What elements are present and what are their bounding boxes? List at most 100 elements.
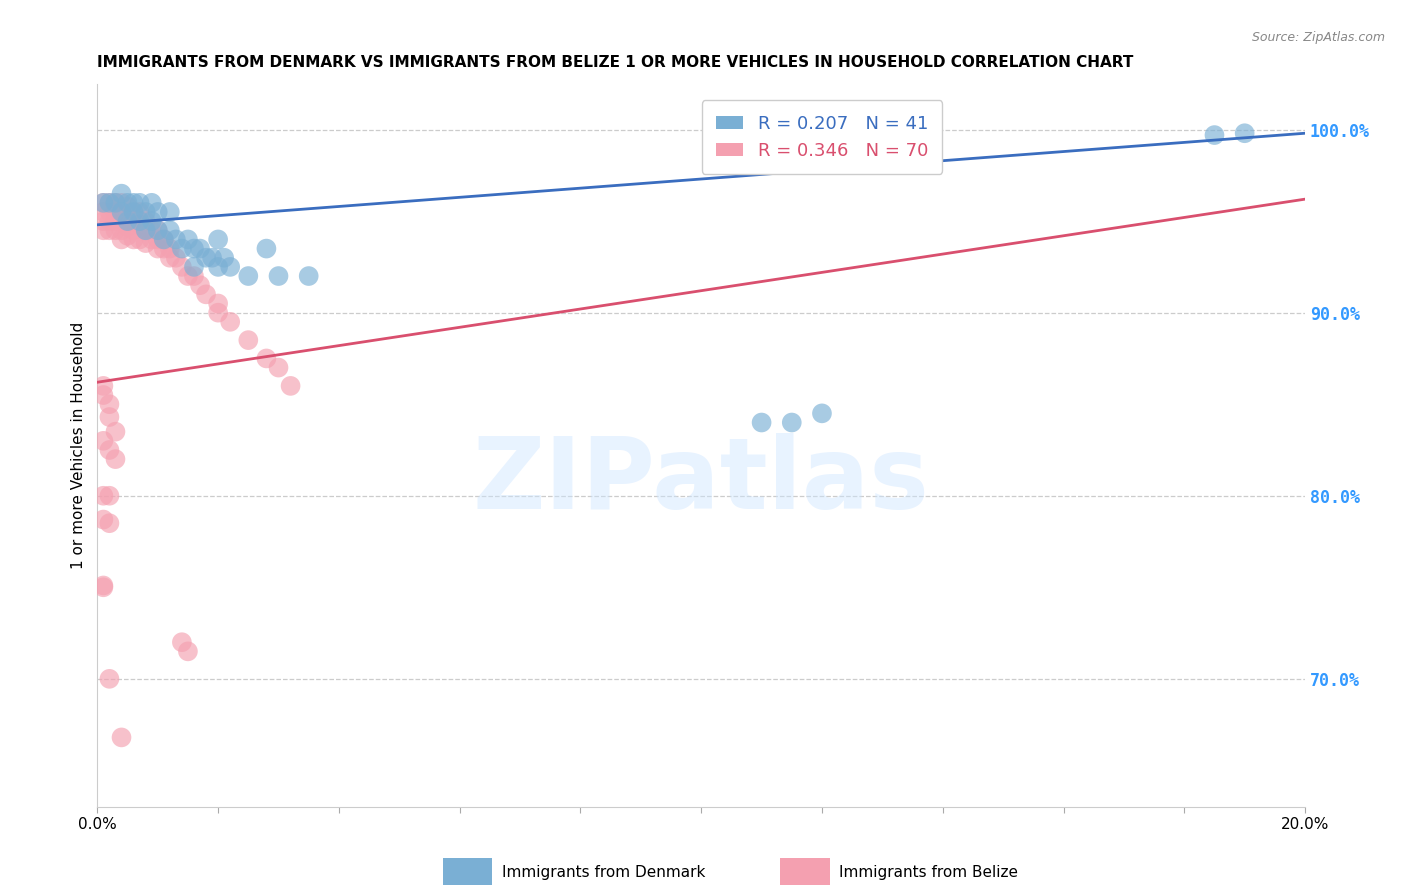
- Point: [98, 195, 121, 210]
- Y-axis label: 1 or more Vehicles in Household: 1 or more Vehicles in Household: [72, 322, 86, 569]
- Point: [201, 251, 224, 265]
- Point: [280, 379, 302, 393]
- Point: [183, 242, 205, 256]
- Point: [122, 232, 145, 246]
- Point: [159, 242, 181, 256]
- Point: [780, 416, 803, 430]
- Point: [122, 205, 145, 219]
- Text: ZIPatlas: ZIPatlas: [472, 433, 929, 530]
- Point: [128, 214, 150, 228]
- Point: [93, 434, 115, 448]
- Point: [93, 578, 115, 592]
- Point: [135, 223, 157, 237]
- Text: Immigrants from Belize: Immigrants from Belize: [839, 865, 1018, 880]
- Point: [104, 425, 127, 439]
- Point: [159, 251, 181, 265]
- Point: [98, 214, 121, 228]
- Point: [207, 232, 229, 246]
- Point: [152, 242, 174, 256]
- Point: [122, 214, 145, 228]
- Point: [267, 268, 290, 283]
- Point: [117, 199, 139, 213]
- Point: [183, 260, 205, 274]
- Point: [110, 205, 132, 219]
- Point: [170, 242, 193, 256]
- Point: [98, 397, 121, 411]
- Point: [122, 223, 145, 237]
- Point: [141, 223, 163, 237]
- Point: [195, 287, 218, 301]
- Point: [238, 268, 260, 283]
- Point: [170, 260, 193, 274]
- Point: [267, 360, 290, 375]
- Point: [122, 205, 145, 219]
- Point: [219, 315, 242, 329]
- Point: [93, 205, 115, 219]
- Point: [104, 195, 127, 210]
- Point: [117, 195, 139, 210]
- Point: [93, 195, 115, 210]
- Point: [135, 205, 157, 219]
- Point: [207, 306, 229, 320]
- Point: [1204, 128, 1226, 142]
- Point: [152, 232, 174, 246]
- Text: Source: ZipAtlas.com: Source: ZipAtlas.com: [1251, 31, 1385, 45]
- Point: [128, 205, 150, 219]
- Point: [207, 260, 229, 274]
- Point: [146, 223, 169, 237]
- Point: [104, 195, 127, 210]
- Point: [177, 232, 200, 246]
- Point: [170, 635, 193, 649]
- Point: [195, 251, 218, 265]
- Point: [135, 236, 157, 251]
- Point: [110, 186, 132, 201]
- Point: [104, 452, 127, 467]
- Point: [165, 251, 187, 265]
- Point: [159, 205, 181, 219]
- Point: [98, 516, 121, 531]
- Point: [93, 580, 115, 594]
- Point: [135, 214, 157, 228]
- Point: [98, 205, 121, 219]
- Point: [93, 195, 115, 210]
- Point: [110, 731, 132, 745]
- Point: [152, 232, 174, 246]
- Point: [254, 242, 277, 256]
- Point: [122, 195, 145, 210]
- Text: Immigrants from Denmark: Immigrants from Denmark: [502, 865, 706, 880]
- Point: [104, 205, 127, 219]
- Point: [110, 205, 132, 219]
- Point: [146, 205, 169, 219]
- Point: [183, 268, 205, 283]
- Point: [93, 379, 115, 393]
- Point: [104, 223, 127, 237]
- Point: [207, 296, 229, 310]
- Point: [146, 223, 169, 237]
- Point: [93, 489, 115, 503]
- Point: [165, 232, 187, 246]
- Point: [141, 232, 163, 246]
- Point: [254, 351, 277, 366]
- Point: [212, 251, 235, 265]
- Point: [98, 223, 121, 237]
- Point: [98, 410, 121, 425]
- Point: [93, 388, 115, 402]
- Point: [177, 268, 200, 283]
- Point: [117, 214, 139, 228]
- Text: IMMIGRANTS FROM DENMARK VS IMMIGRANTS FROM BELIZE 1 OR MORE VEHICLES IN HOUSEHOL: IMMIGRANTS FROM DENMARK VS IMMIGRANTS FR…: [97, 55, 1133, 70]
- Point: [128, 232, 150, 246]
- Point: [110, 195, 132, 210]
- Point: [93, 223, 115, 237]
- Point: [128, 195, 150, 210]
- Point: [110, 223, 132, 237]
- Point: [188, 278, 211, 293]
- Point: [93, 214, 115, 228]
- Point: [98, 489, 121, 503]
- Point: [177, 644, 200, 658]
- Point: [117, 219, 139, 234]
- Point: [93, 512, 115, 526]
- Point: [98, 442, 121, 457]
- Point: [117, 228, 139, 243]
- Legend: R = 0.207   N = 41, R = 0.346   N = 70: R = 0.207 N = 41, R = 0.346 N = 70: [702, 100, 942, 174]
- Point: [811, 406, 834, 420]
